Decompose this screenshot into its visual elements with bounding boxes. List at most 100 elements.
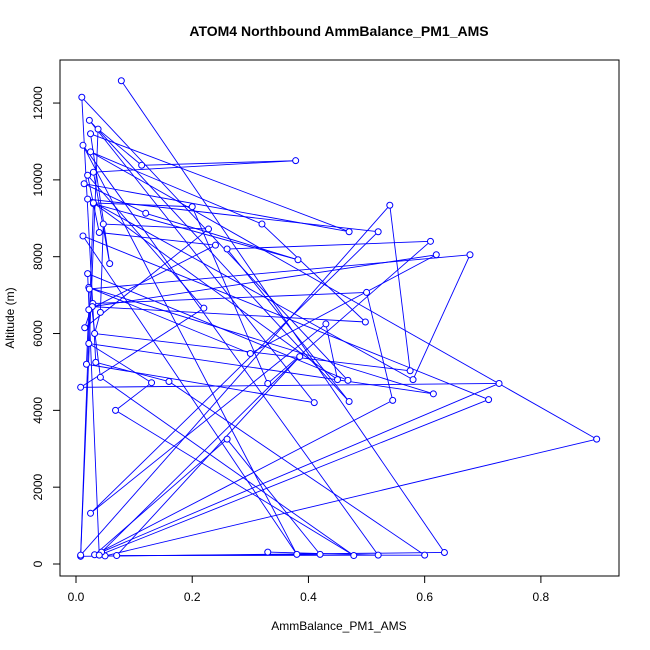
chart-title: ATOM4 Northbound AmmBalance_PM1_AMS (189, 23, 488, 39)
series-line-segment (89, 254, 471, 290)
series-line-segment (88, 343, 152, 384)
series-line-segment (90, 133, 350, 233)
series-line-segment (145, 212, 299, 261)
plot-frame (59, 59, 620, 577)
series-line-segment (93, 202, 338, 380)
series-line-segment (104, 438, 597, 557)
x-tick-label: 0.6 (416, 590, 433, 604)
data-point (94, 125, 102, 133)
data-point (87, 130, 95, 138)
data-point (334, 376, 341, 384)
data-point (87, 148, 95, 156)
series-line-segment (93, 160, 296, 173)
data-point (246, 349, 254, 357)
data-point (85, 116, 93, 124)
data-point (113, 552, 121, 560)
series-line-segment (88, 287, 251, 354)
series-line-segment (267, 240, 431, 384)
series-line-segment (83, 183, 146, 214)
series-line-segment (87, 198, 414, 381)
data-point (84, 171, 92, 179)
series-line-segment (101, 383, 500, 553)
data-point (96, 373, 104, 381)
y-tick-label: 6000 (31, 320, 45, 347)
data-point (95, 228, 103, 236)
data-point (200, 304, 208, 312)
data-point (84, 270, 92, 278)
series-line-segment (95, 361, 170, 382)
x-axis-label: AmmBalance_PM1_AMS (271, 619, 406, 633)
data-point (432, 251, 440, 259)
data-point (350, 552, 358, 560)
series-line-segment (325, 323, 338, 380)
y-tick-label: 8000 (31, 243, 45, 270)
series-line-segment (82, 235, 489, 401)
series-line-segment (92, 254, 437, 308)
series-line-segment (90, 151, 263, 225)
data-point (409, 376, 417, 384)
data-point (322, 320, 330, 328)
data-point (77, 551, 85, 559)
data-point (406, 367, 414, 375)
data-point (495, 379, 503, 387)
data-point (85, 285, 93, 293)
series-line-segment (99, 224, 104, 313)
data-point (593, 435, 601, 443)
data-point (142, 209, 150, 217)
data-point (89, 199, 97, 207)
series-line-segment (92, 172, 111, 264)
data-point (258, 220, 266, 228)
series-line-segment (116, 356, 301, 556)
data-point (440, 548, 448, 556)
data-point (188, 203, 196, 211)
series-line-segment (141, 160, 296, 166)
data-point (310, 399, 318, 407)
series-line-segment (87, 273, 349, 381)
y-tick-label: 0 (31, 560, 45, 567)
data-point (426, 237, 434, 245)
data-point (117, 77, 125, 85)
data-point (95, 551, 103, 559)
data-point (84, 195, 92, 203)
data-point (112, 406, 120, 414)
data-point (87, 509, 95, 517)
data-point (82, 360, 90, 368)
data-point (92, 358, 100, 366)
series-line-segment (90, 151, 597, 440)
data-point (85, 340, 93, 348)
data-point (78, 93, 86, 101)
data-point (429, 390, 437, 398)
data-point (264, 379, 272, 387)
series-line-segment (82, 145, 298, 555)
x-tick-label: 0.0 (68, 590, 85, 604)
series-line-segment (97, 128, 142, 166)
data-point (211, 241, 219, 249)
series-line-segment (94, 438, 228, 556)
data-point (421, 551, 429, 559)
data-point (389, 396, 397, 404)
series-line-segment (99, 232, 216, 246)
series-lines (80, 80, 597, 557)
data-point (294, 256, 302, 264)
series-line-segment (82, 145, 379, 556)
series-line-segment (100, 376, 355, 556)
series-line-segment (99, 399, 489, 556)
data-point (223, 435, 231, 443)
series-line-segment (81, 97, 97, 363)
data-point (89, 168, 97, 176)
data-point (79, 232, 87, 240)
series-line-segment (80, 383, 500, 388)
series-line-segment (81, 96, 349, 381)
series-line-segment (80, 203, 94, 556)
series-line-segment (366, 292, 394, 401)
series-line-segment (89, 120, 350, 402)
data-point (344, 376, 352, 384)
data-point (96, 308, 104, 316)
series-line-segment (412, 254, 471, 380)
series-line-segment (103, 223, 209, 230)
data-point (296, 353, 304, 361)
data-point (485, 396, 493, 404)
series-line-segment (90, 231, 379, 514)
series-line-segment (92, 291, 367, 305)
series-line-segment (168, 381, 425, 556)
